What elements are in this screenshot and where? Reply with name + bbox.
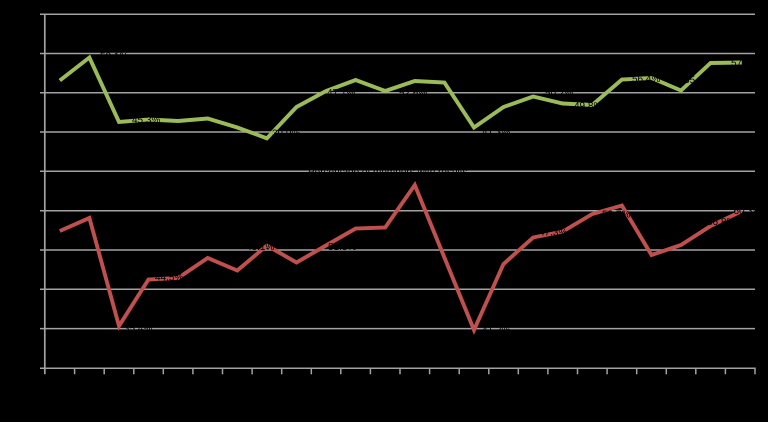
svg-text:45.3%: 45.3% (132, 115, 160, 126)
svg-text:60.3%: 60.3% (734, 206, 762, 217)
svg-text:50.2%: 50.2% (545, 88, 573, 99)
svg-text:47.3%: 47.3% (539, 228, 567, 239)
svg-text:56.8%: 56.8% (707, 217, 735, 228)
svg-text:53.7%: 53.7% (602, 210, 630, 221)
svg-text:51.5%: 51.5% (328, 242, 356, 253)
svg-text:44.5%: 44.5% (155, 273, 183, 284)
svg-text:35.4%: 35.4% (124, 324, 152, 335)
svg-text:57.2%: 57.2% (731, 58, 759, 69)
svg-text:47.1%: 47.1% (327, 88, 355, 99)
svg-text:39.9%: 39.9% (272, 129, 300, 140)
svg-text:58.1%: 58.1% (100, 52, 128, 63)
svg-text:Percentage of members with res: Percentage of members with results (308, 167, 468, 178)
svg-text:56.4%: 56.4% (632, 74, 660, 85)
svg-text:55.1%: 55.1% (684, 75, 712, 86)
svg-text:48.1%: 48.1% (246, 242, 274, 253)
svg-text:52.6%: 52.6% (399, 88, 427, 99)
svg-text:41.2%: 41.2% (482, 325, 510, 336)
svg-text:41.3%: 41.3% (482, 128, 510, 139)
svg-text:49.8%: 49.8% (574, 101, 602, 112)
